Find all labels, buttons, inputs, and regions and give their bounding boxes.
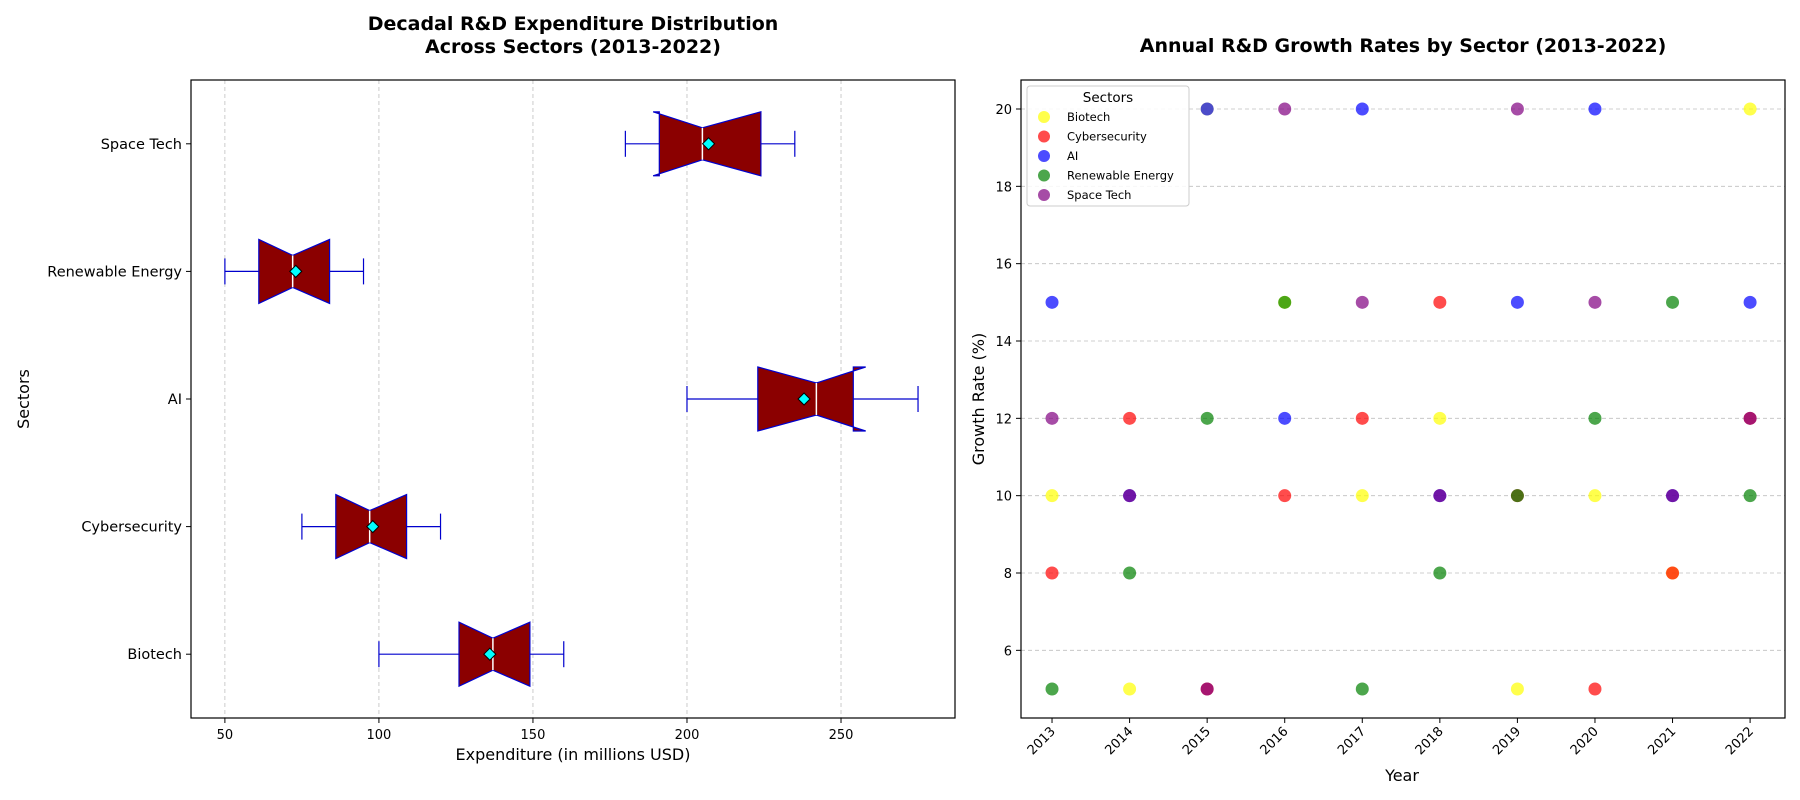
point-cybersecurity [1588, 682, 1602, 696]
legend-label-space-tech: Space Tech [1067, 188, 1131, 202]
point-space-tech [1433, 489, 1447, 503]
point-renewable-energy [1510, 489, 1524, 503]
point-renewable-energy [1743, 489, 1757, 503]
y-tick-label: 8 [1004, 567, 1012, 582]
point-ai [1743, 295, 1757, 309]
point-renewable-energy [1123, 566, 1137, 580]
point-renewable-energy [1278, 295, 1292, 309]
point-space-tech [1123, 489, 1137, 503]
point-cybersecurity [1278, 489, 1292, 503]
point-biotech [1510, 682, 1524, 696]
y-tick-label: 18 [995, 180, 1012, 195]
boxplot-boxes [224, 111, 919, 688]
point-renewable-energy [1045, 682, 1059, 696]
legend-marker-space-tech [1038, 189, 1050, 201]
point-ai [1510, 295, 1524, 309]
y-tick-label: 6 [1004, 644, 1012, 659]
y-tick-label: Space Tech [101, 137, 182, 153]
boxplot-y-axis-label: Sectors [14, 369, 33, 429]
point-cybersecurity [1666, 566, 1680, 580]
x-tick-label: 100 [367, 728, 392, 743]
scatter-panel: Annual R&D Growth Rates by Sector (2013-… [969, 35, 1786, 785]
point-biotech [1588, 489, 1602, 503]
point-cybersecurity [1045, 566, 1059, 580]
legend-items: Biotech Cybersecurity AI Renewable Energy Sp… [1038, 110, 1174, 202]
point-ai [1045, 295, 1059, 309]
point-biotech [1433, 411, 1447, 425]
boxplot-x-axis-label: Expenditure (in millions USD) [456, 745, 691, 764]
legend-marker-renewable-energy [1038, 169, 1050, 182]
mean-marker [483, 647, 497, 661]
y-tick-label: 12 [995, 412, 1012, 427]
y-tick-label: 14 [995, 335, 1012, 350]
point-renewable-energy [1200, 411, 1214, 425]
point-biotech [1045, 489, 1059, 503]
scatter-y-ticks: 6 8 10 12 14 16 18 20 [995, 103, 1021, 659]
x-tick-label: 50 [217, 728, 234, 743]
point-ai [1278, 411, 1292, 425]
y-tick-label: Cybersecurity [81, 520, 182, 536]
y-tick-label: AI [168, 392, 182, 408]
point-cybersecurity [1355, 411, 1369, 425]
point-biotech [1355, 489, 1369, 503]
point-space-tech [1355, 295, 1369, 309]
point-renewable-energy [1433, 566, 1447, 580]
point-space-tech [1278, 102, 1292, 116]
y-tick-label: Biotech [127, 647, 182, 663]
boxplot-title-line-2: Across Sectors (2013-2022) [425, 36, 721, 58]
point-biotech [1123, 682, 1137, 696]
point-cybersecurity [1123, 411, 1137, 425]
point-space-tech [1666, 489, 1680, 503]
point-biotech [1743, 102, 1757, 116]
y-tick-label: 20 [995, 103, 1012, 118]
legend-marker-biotech [1038, 111, 1050, 123]
legend-marker-cybersecurity [1038, 130, 1050, 143]
point-cybersecurity [1433, 295, 1447, 309]
legend-marker-ai [1038, 150, 1050, 162]
scatter-points [1045, 102, 1757, 696]
mean-marker [797, 392, 811, 406]
scatter-legend: Sectors Biotech Cybersecurity AI Renewable … [1026, 85, 1190, 207]
y-tick-label: Renewable Energy [47, 264, 182, 280]
boxplot-panel: Decadal R&D Expenditure Distribution Acr… [14, 13, 956, 764]
mean-marker [289, 264, 303, 279]
x-tick-label: 250 [829, 728, 854, 743]
legend-box [1026, 85, 1190, 207]
legend-label-renewable-energy: Renewable Energy [1067, 169, 1174, 183]
point-ai [1588, 102, 1602, 116]
point-ai [1200, 102, 1214, 116]
x-tick-label: 150 [521, 728, 546, 743]
boxplot-y-ticks: Biotech Cybersecurity AI Renewable Energy Sp… [47, 137, 191, 663]
point-renewable-energy [1355, 682, 1369, 696]
point-renewable-energy [1588, 411, 1602, 425]
scatter-y-axis-label: Growth Rate (%) [969, 333, 988, 465]
boxplot-title-line-1: Decadal R&D Expenditure Distribution [368, 13, 779, 35]
mean-marker [701, 137, 716, 151]
x-tick-label: 200 [675, 728, 700, 743]
boxplot-x-ticks: 50 100 150 200 250 [217, 718, 854, 743]
legend-label-ai: AI [1067, 149, 1078, 163]
legend-title: Sectors [1083, 90, 1133, 106]
scatter-frame [1020, 79, 1786, 719]
point-ai [1355, 102, 1369, 116]
point-space-tech [1743, 411, 1757, 425]
legend-label-biotech: Biotech [1067, 110, 1110, 124]
point-space-tech [1510, 102, 1524, 116]
legend-label-cybersecurity: Cybersecurity [1067, 130, 1147, 144]
box-ai [757, 366, 866, 432]
mean-marker [366, 519, 380, 534]
y-tick-label: 10 [995, 490, 1012, 505]
point-space-tech [1045, 411, 1059, 425]
scatter-x-axis-label: Year [1384, 766, 1419, 785]
point-renewable-energy [1666, 295, 1680, 309]
y-tick-label: 16 [995, 258, 1012, 273]
point-space-tech [1588, 295, 1602, 309]
point-space-tech [1200, 682, 1214, 696]
scatter-title: Annual R&D Growth Rates by Sector (2013-… [1140, 35, 1667, 57]
